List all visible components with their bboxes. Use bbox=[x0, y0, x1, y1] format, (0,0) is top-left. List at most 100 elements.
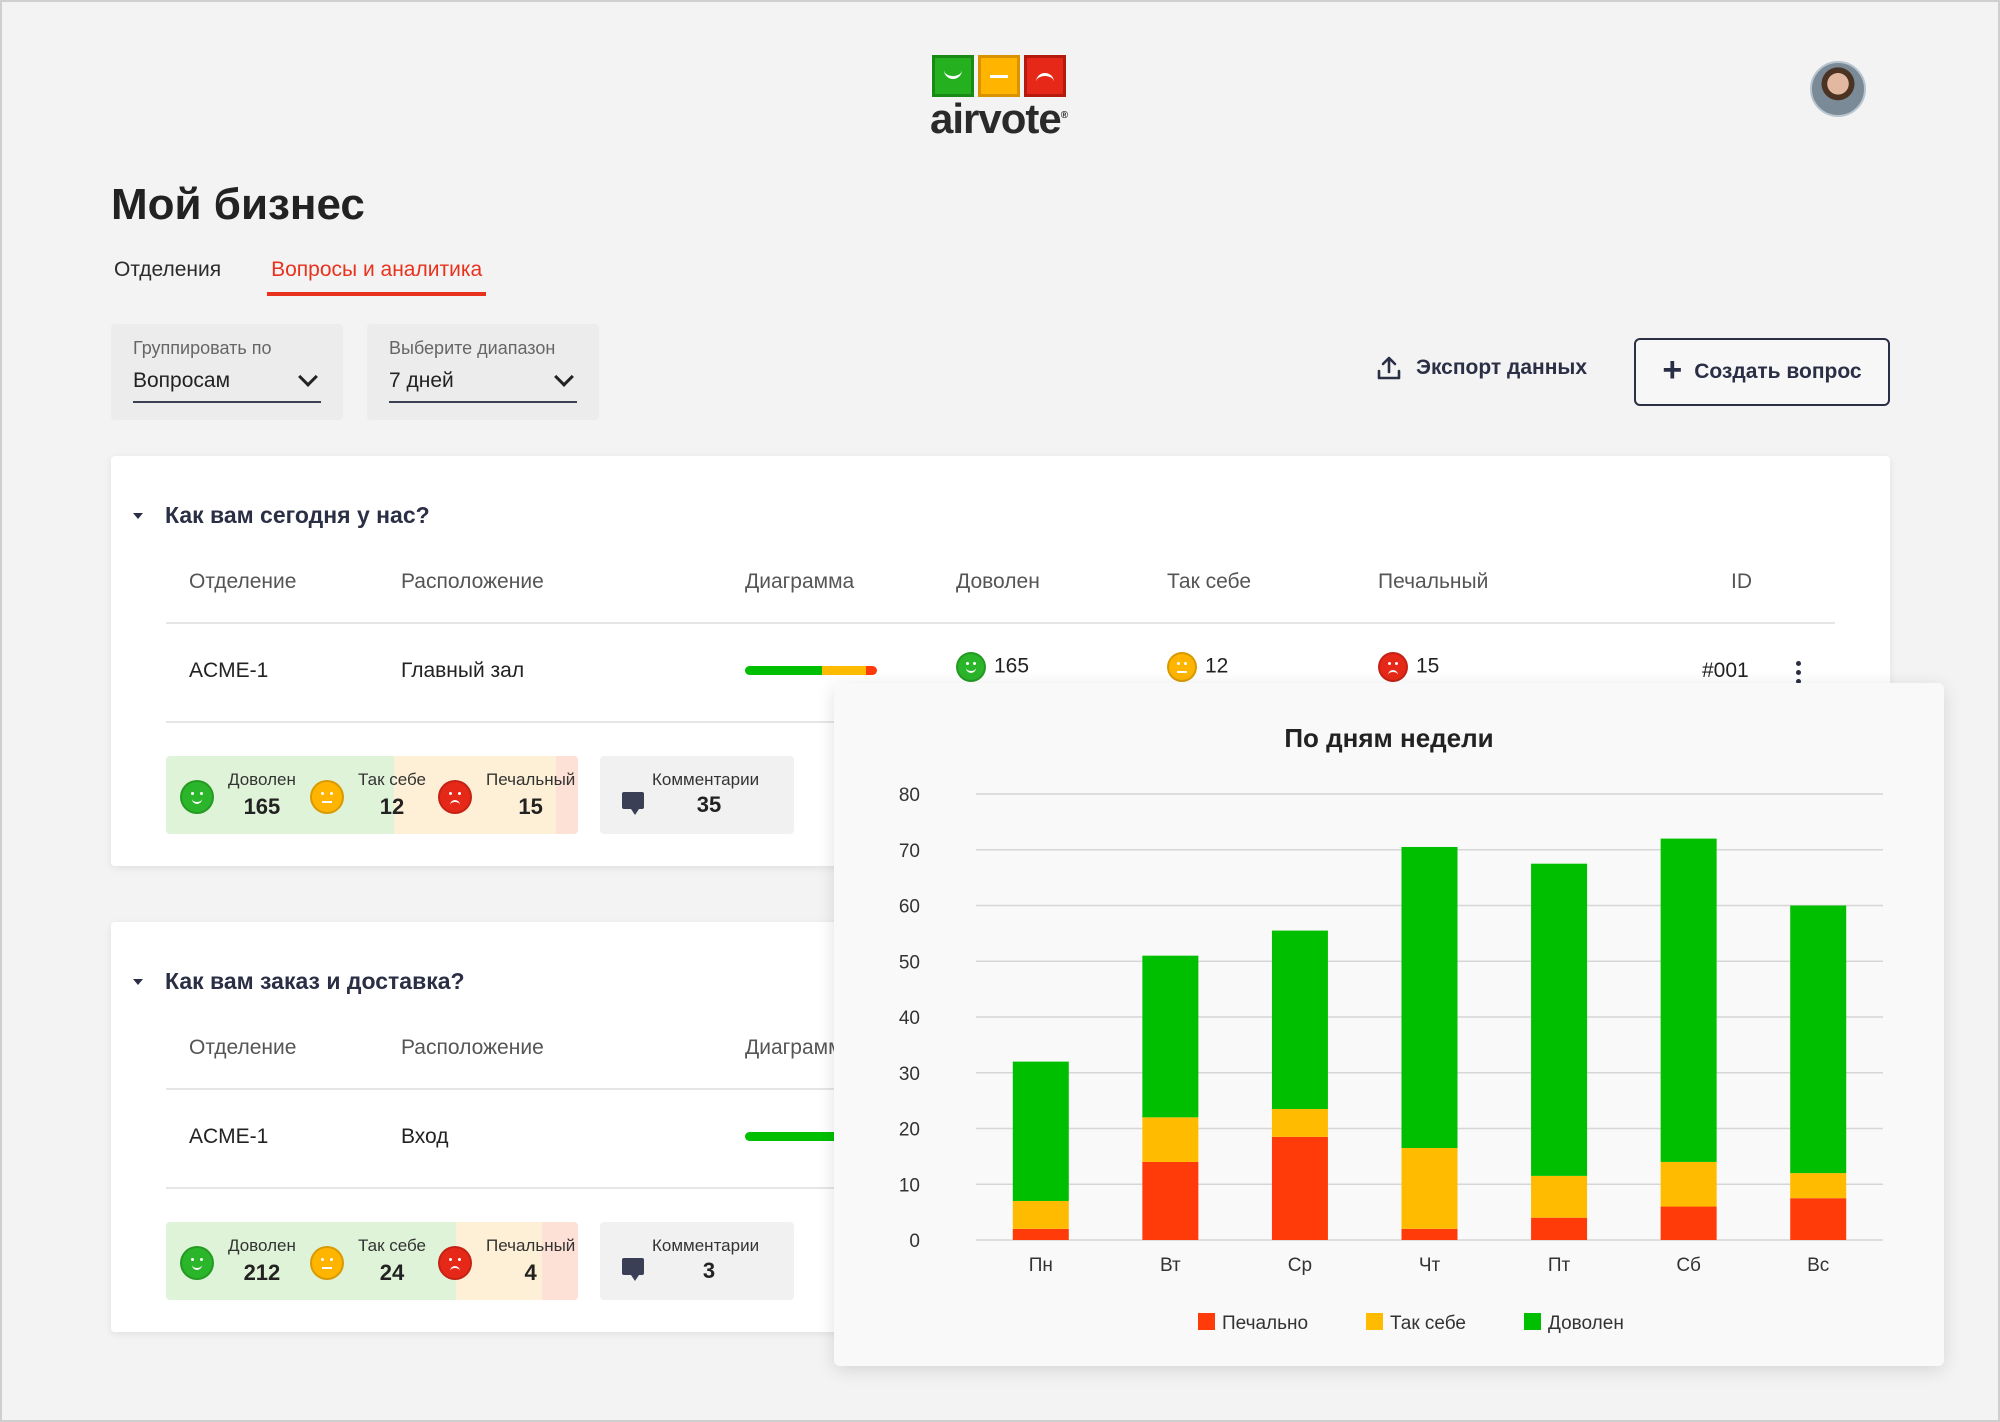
airvote-logo[interactable]: airvote® bbox=[930, 55, 1072, 143]
collapse-caret-icon[interactable] bbox=[133, 978, 143, 985]
bar-segment bbox=[1401, 846, 1458, 1149]
export-label: Экспорт данных bbox=[1416, 356, 1588, 379]
question-title: Как вам сегодня у нас? bbox=[165, 502, 430, 528]
y-tick-label: 50 bbox=[899, 952, 920, 973]
sad-face-icon bbox=[1378, 652, 1408, 682]
y-tick-label: 80 bbox=[899, 785, 920, 806]
x-tick-label: Вс bbox=[1807, 1255, 1829, 1276]
bar-segment bbox=[1401, 1148, 1458, 1229]
row-id: #001 bbox=[1702, 659, 1749, 682]
bar-segment bbox=[1660, 1161, 1717, 1207]
legend-label: Доволен bbox=[1548, 1313, 1624, 1334]
summary-sad: Печальный 4 bbox=[438, 1236, 575, 1286]
group-by-dropdown[interactable]: Группировать по Вопросам bbox=[111, 324, 343, 420]
collapse-caret-icon[interactable] bbox=[133, 512, 143, 519]
y-tick-label: 30 bbox=[899, 1064, 920, 1085]
bar-segment bbox=[1271, 1136, 1328, 1240]
comment-icon bbox=[622, 1258, 644, 1281]
legend-swatch bbox=[1366, 1313, 1383, 1330]
export-data-button[interactable]: Экспорт данных bbox=[1376, 355, 1587, 381]
summary-happy: Доволен 165 bbox=[180, 770, 296, 820]
bar-segment bbox=[1660, 838, 1717, 1162]
tab-departments[interactable]: Отделения bbox=[114, 258, 222, 281]
chart-title: По дням недели bbox=[1284, 723, 1493, 753]
legend-swatch bbox=[1198, 1313, 1215, 1330]
bar-segment bbox=[1790, 1198, 1847, 1240]
bar-segment bbox=[1790, 1173, 1847, 1199]
summary-happy: Доволен 212 bbox=[180, 1236, 296, 1286]
row-department: ACME-1 bbox=[189, 659, 269, 682]
range-value: 7 дней bbox=[389, 369, 454, 392]
bar-segment bbox=[1531, 1217, 1588, 1240]
create-question-button[interactable]: + Создать вопрос bbox=[1634, 338, 1890, 406]
happy-face-icon bbox=[956, 652, 986, 682]
x-tick-label: Пн bbox=[1029, 1255, 1053, 1276]
tab-bar: Отделения Вопросы и аналитика bbox=[114, 258, 487, 296]
neutral-face-icon bbox=[978, 55, 1020, 97]
happy-face-icon bbox=[932, 55, 974, 97]
col-happy: Доволен bbox=[956, 570, 1040, 593]
logo-faces bbox=[932, 55, 1072, 97]
neutral-face-icon bbox=[1167, 652, 1197, 682]
happy-face-icon bbox=[180, 1246, 214, 1280]
comments-button[interactable]: Комментарии 35 bbox=[600, 756, 794, 834]
comments-count: 3 bbox=[702, 1258, 716, 1283]
neutral-face-icon bbox=[310, 1246, 344, 1280]
bar-segment bbox=[1142, 1161, 1199, 1240]
more-options-icon[interactable] bbox=[1790, 659, 1807, 686]
tab-questions-analytics[interactable]: Вопросы и аналитика bbox=[267, 258, 487, 296]
bar-segment bbox=[1660, 1206, 1717, 1240]
sad-face-icon bbox=[1024, 55, 1066, 97]
weekday-chart-panel: По дням недели 0 10 20 30 40 50 60 70 80 Пн Вт Ср Чт П… bbox=[834, 683, 1944, 1366]
x-tick-label: Сб bbox=[1676, 1255, 1701, 1276]
legend-label: Печально bbox=[1222, 1313, 1308, 1334]
page-title: Мой бизнес bbox=[111, 180, 365, 229]
col-diagram: Диаграмма bbox=[745, 570, 855, 593]
col-location: Расположение bbox=[401, 570, 544, 593]
neutral-face-icon bbox=[310, 780, 344, 814]
comments-label: Комментарии bbox=[652, 1236, 760, 1255]
bar-segment bbox=[1790, 905, 1847, 1174]
plus-icon: + bbox=[1662, 351, 1683, 389]
col-id: ID bbox=[1731, 570, 1752, 593]
rating-summary: Доволен 212 Так себе 24 Печальный 4 bbox=[166, 1222, 578, 1300]
mini-diagram bbox=[745, 1132, 877, 1141]
user-avatar[interactable] bbox=[1810, 61, 1866, 117]
x-tick-label: Вт bbox=[1160, 1255, 1181, 1276]
bar-segment bbox=[1271, 1108, 1328, 1137]
rating-summary: Доволен 165 Так себе 12 Печальный 15 bbox=[166, 756, 578, 834]
bar-segment bbox=[1142, 1117, 1199, 1162]
y-tick-label: 60 bbox=[899, 897, 920, 918]
logo-text: airvote® bbox=[930, 95, 1068, 142]
legend-label: Так себе bbox=[1390, 1313, 1466, 1334]
col-department: Отделение bbox=[189, 1036, 297, 1059]
comments-button[interactable]: Комментарии 3 bbox=[600, 1222, 794, 1300]
bar-segment bbox=[1531, 1175, 1588, 1218]
stacked-bar-chart: По дням недели 0 10 20 30 40 50 60 70 80 Пн Вт Ср Чт П… bbox=[899, 723, 1883, 1334]
y-tick-label: 70 bbox=[899, 841, 920, 862]
group-by-value: Вопросам bbox=[133, 369, 231, 392]
bar-segment bbox=[1012, 1200, 1069, 1229]
col-diagram: Диаграмма bbox=[745, 1036, 855, 1059]
bar-segment bbox=[1142, 955, 1199, 1118]
x-tick-label: Пт bbox=[1548, 1255, 1571, 1276]
x-tick-label: Ср bbox=[1288, 1255, 1312, 1276]
row-sad: 15 bbox=[1378, 652, 1439, 682]
row-department: ACME-1 bbox=[189, 1125, 269, 1148]
create-label: Создать вопрос bbox=[1694, 360, 1862, 383]
x-tick-label: Чт bbox=[1419, 1255, 1441, 1276]
summary-neutral: Так себе 12 bbox=[310, 770, 426, 820]
question-title: Как вам заказ и доставка? bbox=[165, 968, 465, 994]
col-location: Расположение bbox=[401, 1036, 544, 1059]
bar-segment bbox=[1271, 930, 1328, 1109]
happy-face-icon bbox=[180, 780, 214, 814]
row-happy: 165 bbox=[956, 652, 1029, 682]
header-divider bbox=[166, 622, 1835, 624]
y-tick-label: 40 bbox=[899, 1008, 920, 1029]
chevron-down-icon bbox=[298, 367, 318, 387]
chevron-down-icon bbox=[554, 367, 574, 387]
range-dropdown[interactable]: Выберите диапазон 7 дней bbox=[367, 324, 599, 420]
y-tick-label: 20 bbox=[899, 1120, 920, 1141]
upload-icon bbox=[1377, 356, 1401, 380]
group-by-label: Группировать по bbox=[133, 338, 272, 358]
